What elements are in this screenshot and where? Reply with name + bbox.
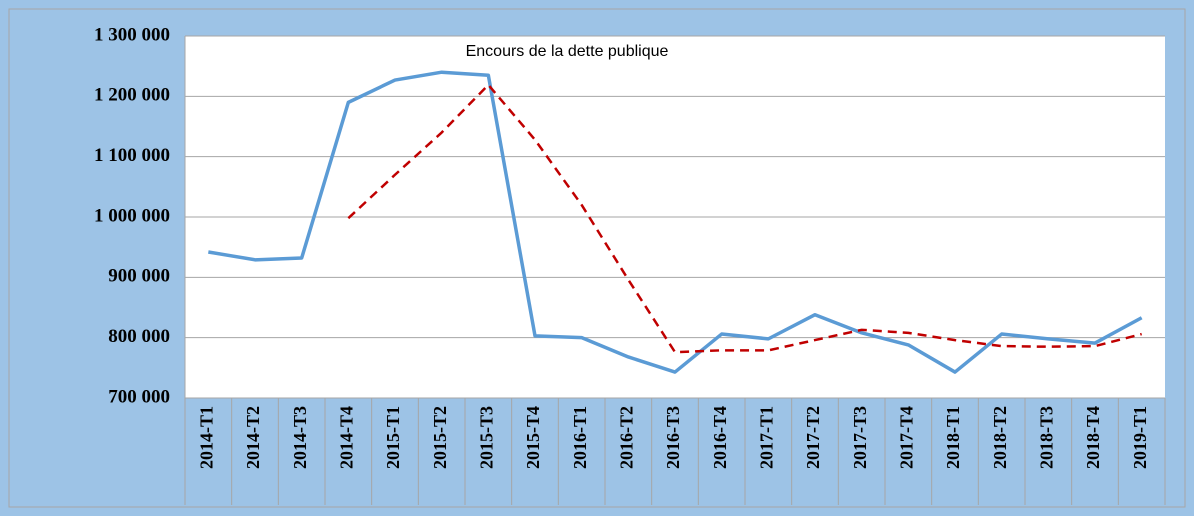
x-tick-label: 2019-T1	[1130, 406, 1150, 469]
series-line	[347, 83, 1142, 354]
y-tick-label: 700 000	[108, 386, 170, 407]
x-tick-label: 2016-T4	[710, 406, 730, 469]
x-tick-label: 2014-T2	[243, 406, 263, 469]
x-tick-label: 2014-T3	[290, 406, 310, 469]
x-tick-label: 2017-T1	[756, 406, 776, 469]
y-tick-label: 1 100 000	[94, 145, 170, 166]
x-tick-label: 2015-T1	[383, 406, 403, 469]
x-tick-label: 2018-T1	[943, 406, 963, 469]
y-tick-label: 1 000 000	[94, 205, 170, 226]
x-tick-label: 2016-T1	[570, 406, 590, 469]
x-tick-label: 2014-T1	[196, 406, 216, 469]
x-tick-label: 2016-T3	[663, 406, 683, 469]
x-tick-label: 2017-T4	[896, 406, 916, 469]
x-tick-label: 2018-T3	[1036, 406, 1056, 469]
x-tick-label: 2015-T3	[476, 406, 496, 469]
x-tick-label: 2018-T4	[1083, 406, 1103, 469]
y-tick-label: 1 200 000	[94, 85, 170, 106]
series-line	[208, 70, 1143, 374]
x-tick-label: 2017-T3	[850, 406, 870, 469]
y-tick-label: 1 300 000	[94, 24, 170, 45]
x-tick-label: 2017-T2	[803, 406, 823, 469]
x-tick-label: 2016-T2	[616, 406, 636, 469]
x-tick-label: 2015-T4	[523, 406, 543, 469]
y-tick-label: 800 000	[108, 326, 170, 347]
chart-title: Encours de la dette publique	[466, 43, 669, 60]
x-tick-label: 2014-T4	[336, 406, 356, 469]
x-tick-label: 2018-T2	[990, 406, 1010, 469]
y-tick-label: 900 000	[108, 266, 170, 287]
x-tick-label: 2015-T2	[430, 406, 450, 469]
